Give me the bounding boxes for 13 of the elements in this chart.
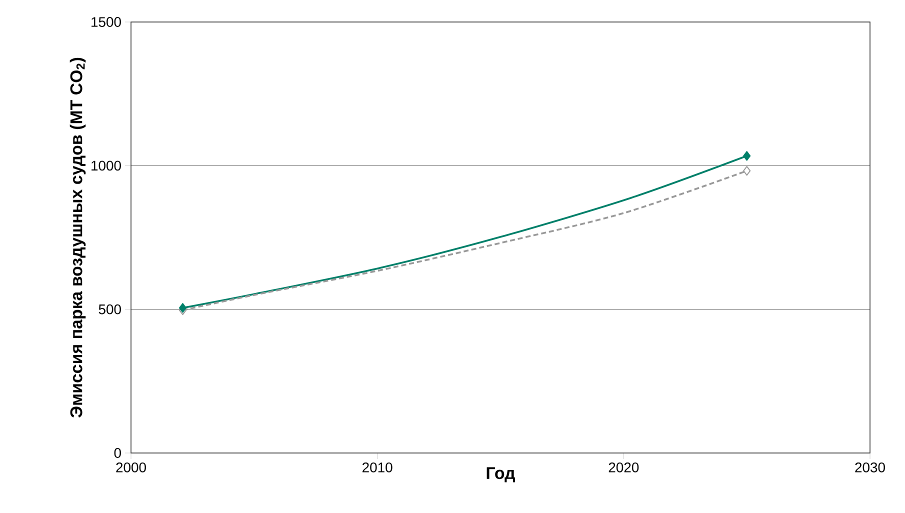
- y-tick-label: 500: [98, 304, 121, 314]
- point: [743, 151, 751, 161]
- y-axis-title: Эмиссия парка воздушных судов (МТ CO$_{2}$): [70, 58, 86, 418]
- point: [178, 303, 187, 313]
- y-tick-label: 0: [114, 448, 121, 458]
- x-axis-title: Год: [486, 467, 516, 482]
- y-tick-label: 1000: [92, 160, 121, 171]
- x-tick-label: 2010: [362, 462, 392, 472]
- x-tick-label: 2020: [608, 462, 639, 472]
- y-tick-label: 1500: [92, 17, 121, 27]
- point: [743, 166, 751, 176]
- x-tick-label: 2030: [855, 462, 885, 472]
- x-tick-label: 2000: [116, 462, 146, 472]
